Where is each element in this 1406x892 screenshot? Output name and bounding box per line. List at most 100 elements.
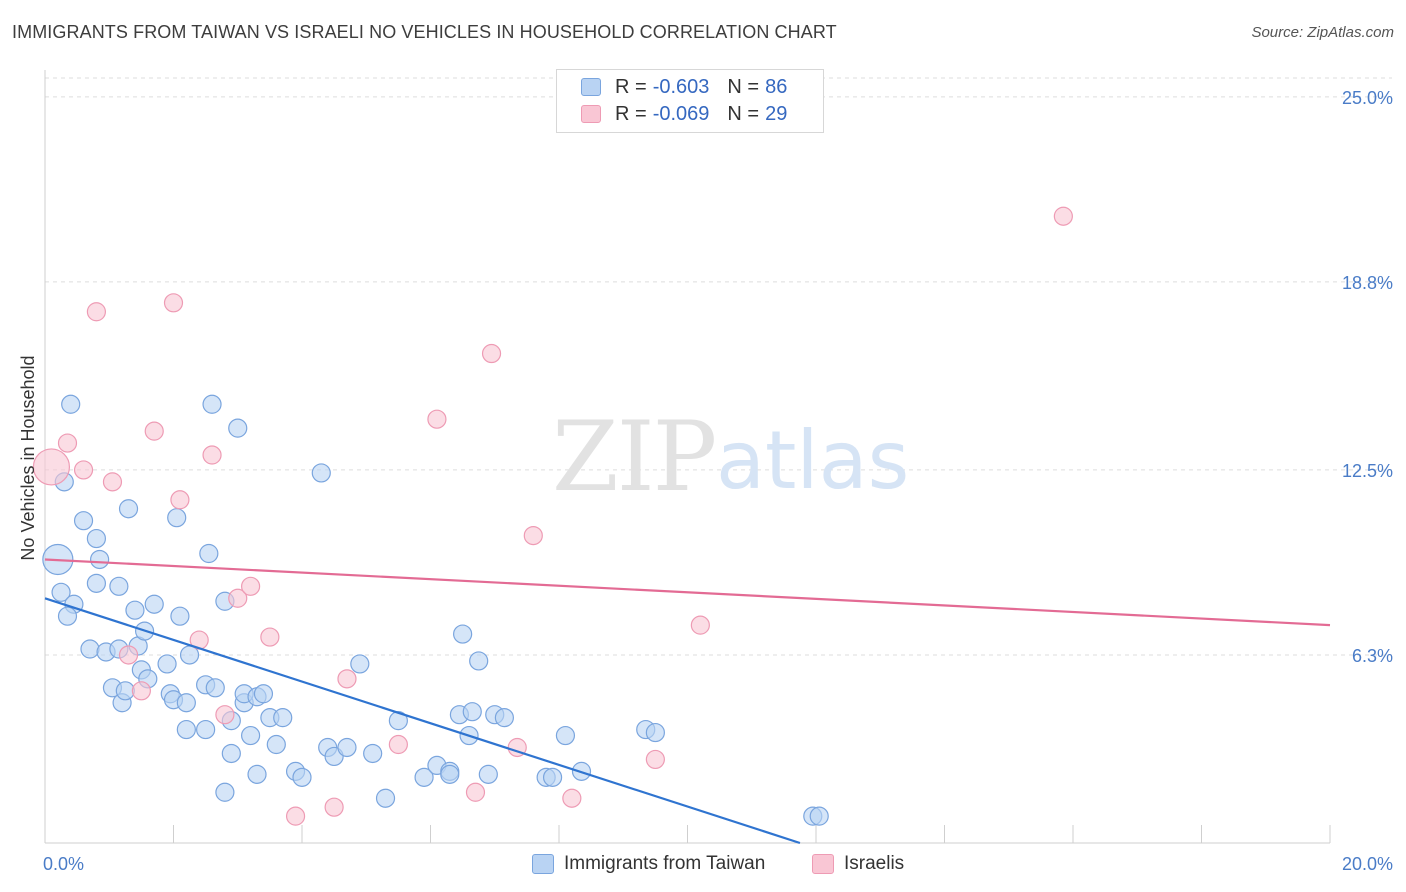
israeli-point [465, 782, 486, 802]
taiwan-point [337, 737, 357, 758]
israeli-point [202, 445, 222, 465]
israeli-point [73, 460, 94, 480]
israeli-point [324, 797, 344, 817]
legend-item-israelis[interactable]: Israelis [812, 850, 904, 878]
taiwan-point [196, 719, 216, 740]
israeli-point [260, 627, 280, 647]
watermark-atlas: atlas [716, 414, 909, 507]
taiwan-point [440, 764, 460, 784]
israeli-point [645, 749, 665, 770]
taiwan-point [205, 678, 225, 698]
correlation-legend: R = -0.603 N = 86 R = -0.069 N = 29 [556, 69, 824, 133]
y-tick-label: 25.0% [1342, 88, 1393, 108]
legend-row-taiwan: R = -0.603 N = 86 [581, 74, 787, 100]
y-tick-label: 12.5% [1342, 461, 1393, 481]
watermark: ZIP atlas [552, 401, 909, 513]
taiwan-point [375, 788, 396, 808]
taiwan-point [86, 573, 107, 593]
taiwan-point [253, 684, 274, 704]
taiwan-point [542, 767, 563, 787]
legend-item-taiwan[interactable]: Immigrants from Taiwan [532, 850, 765, 878]
legend-n-label: N = [727, 75, 760, 98]
legend-r-value: -0.603 [652, 75, 710, 98]
taiwan-point [388, 711, 408, 731]
source-credit: Source: ZipAtlas.com [1251, 24, 1394, 41]
israeli-point [144, 421, 164, 441]
taiwan-point [170, 606, 190, 626]
taiwan-point [80, 639, 100, 659]
taiwan-point [115, 681, 135, 701]
taiwan-point [221, 743, 241, 764]
watermark-zip: ZIP [552, 401, 715, 513]
israeli-point [427, 409, 447, 429]
israelis-swatch [581, 105, 601, 123]
legend-r-label: R = [615, 75, 647, 98]
taiwan-point [176, 693, 196, 713]
taiwan-point [86, 528, 107, 549]
israeli-trend-line [44, 558, 1331, 627]
taiwan-point [73, 511, 94, 531]
legend-n-value: 86 [765, 75, 788, 98]
taiwan-point [57, 606, 78, 626]
taiwan-point [157, 654, 177, 674]
israeli-point [32, 448, 71, 486]
data-points [32, 206, 1073, 826]
israeli-point [241, 576, 261, 596]
taiwan-point [469, 651, 489, 671]
taiwan-point [241, 725, 261, 746]
legend-r-label: R = [615, 102, 647, 125]
legend-label-taiwan: Immigrants from Taiwan [564, 853, 766, 874]
y-tick-label: 18.8% [1342, 273, 1393, 293]
israeli-point [118, 645, 139, 665]
legend-row-israelis: R = -0.069 N = 29 [581, 101, 787, 127]
taiwan-point [61, 394, 81, 414]
taiwan-point [247, 764, 267, 784]
taiwan-point [228, 418, 248, 438]
israeli-point [163, 293, 184, 313]
x-tick-label: 0.0% [43, 854, 84, 874]
taiwan-point [125, 600, 145, 620]
taiwan-point [645, 722, 665, 743]
israeli-point [690, 615, 710, 635]
taiwan-point [109, 576, 129, 596]
taiwan-point [453, 624, 473, 644]
taiwan-point [363, 743, 383, 764]
israeli-point [481, 343, 502, 364]
taiwan-point [202, 394, 222, 414]
taiwan-point [215, 782, 235, 802]
taiwan-point [555, 725, 576, 746]
israeli-point [215, 705, 235, 725]
legend-r-value: -0.069 [652, 102, 710, 125]
israeli-point [523, 525, 543, 546]
taiwan-point [494, 708, 514, 728]
taiwan-point [292, 767, 312, 787]
israeli-point [86, 302, 107, 322]
israeli-point [228, 588, 248, 608]
y-axis-label: No Vehicles in Household [18, 355, 38, 560]
series-legend: Immigrants from Taiwan Israelis [0, 850, 1406, 878]
israeli-point [562, 788, 582, 808]
legend-n-value: 29 [765, 102, 788, 125]
taiwan-point [478, 764, 498, 784]
legend-label-israelis: Israelis [844, 853, 905, 874]
taiwan-point [118, 499, 139, 519]
taiwan-point [167, 508, 187, 528]
trend-lines [44, 558, 1331, 845]
israeli-point [102, 472, 123, 492]
taiwan-point [266, 734, 286, 755]
x-tick-label: 20.0% [1342, 854, 1393, 874]
taiwan-point [199, 543, 219, 564]
israeli-point [388, 734, 408, 755]
taiwan-point [273, 708, 293, 728]
taiwan-point [90, 549, 110, 570]
taiwan-point [311, 463, 331, 483]
israeli-point [131, 681, 151, 701]
taiwan-point [144, 594, 164, 614]
israeli-point [1053, 206, 1073, 226]
taiwan-point [176, 719, 196, 740]
taiwan-point [414, 767, 434, 787]
israeli-point [57, 433, 78, 453]
israeli-point [337, 669, 357, 689]
israeli-point [285, 806, 306, 826]
